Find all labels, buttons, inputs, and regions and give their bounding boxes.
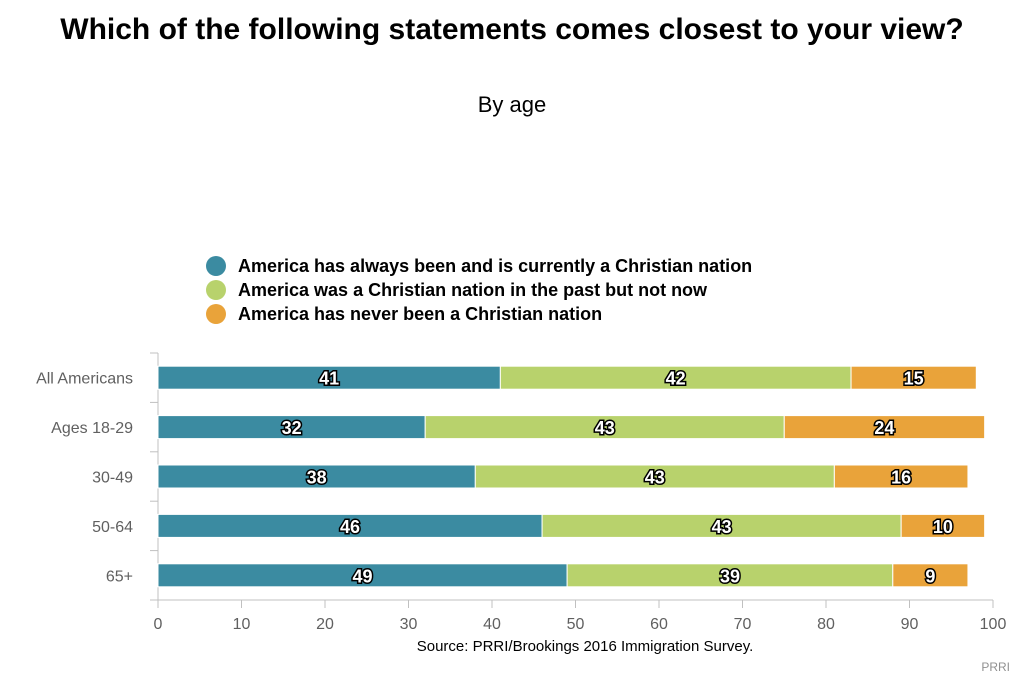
- legend: America has always been and is currently…: [206, 254, 752, 326]
- credit-label: PRRI: [981, 660, 1010, 674]
- data-label: 46: [340, 517, 360, 537]
- data-label: 38: [307, 468, 327, 488]
- data-label: 49: [353, 566, 373, 586]
- bar-segment[interactable]: [833, 464, 969, 489]
- data-label: 32: [282, 418, 302, 438]
- data-label: 9: [925, 566, 935, 586]
- bar-segment[interactable]: [892, 563, 969, 588]
- chart-subtitle: By age: [477, 92, 547, 117]
- x-tick-label: 90: [901, 616, 919, 633]
- category-label: 50-64: [92, 519, 133, 536]
- data-label: 43: [645, 468, 665, 488]
- x-tick-label: 20: [316, 616, 334, 633]
- bar-segment[interactable]: [783, 415, 986, 440]
- chart-title: Which of the following statements comes …: [60, 13, 964, 46]
- data-label: 43: [712, 517, 732, 537]
- legend-swatch-never: [206, 304, 226, 324]
- x-tick-label: 10: [233, 616, 251, 633]
- x-tick-label: 100: [980, 616, 1007, 633]
- data-label: 15: [904, 369, 924, 389]
- data-label: 39: [720, 566, 740, 586]
- data-label: 24: [874, 418, 894, 438]
- legend-label-never: America has never been a Christian natio…: [238, 303, 603, 324]
- category-label: 65+: [106, 568, 133, 585]
- category-label: All Americans: [36, 371, 133, 388]
- x-tick-label: 50: [567, 616, 585, 633]
- data-label: 10: [933, 517, 953, 537]
- bar-segment[interactable]: [850, 365, 977, 390]
- category-label: Ages 18-29: [51, 420, 133, 437]
- legend-swatch-past: [206, 280, 226, 300]
- source-note: Source: PRRI/Brookings 2016 Immigration …: [416, 638, 754, 655]
- x-tick-label: 40: [483, 616, 501, 633]
- x-tick-label: 70: [734, 616, 752, 633]
- legend-swatch-always: [206, 256, 226, 276]
- data-label: 16: [891, 468, 911, 488]
- legend-item-never[interactable]: America has never been a Christian natio…: [206, 302, 752, 326]
- legend-label-past: America was a Christian nation in the pa…: [238, 279, 708, 300]
- legend-item-always[interactable]: America has always been and is currently…: [206, 254, 752, 278]
- data-label: 42: [666, 369, 686, 389]
- data-label: 43: [595, 418, 615, 438]
- legend-label-always: America has always been and is currently…: [238, 255, 753, 276]
- x-tick-label: 0: [154, 616, 163, 633]
- x-tick-label: 60: [650, 616, 668, 633]
- x-tick-label: 30: [400, 616, 418, 633]
- legend-item-past[interactable]: America was a Christian nation in the pa…: [206, 278, 752, 302]
- category-label: 30-49: [92, 470, 133, 487]
- x-tick-label: 80: [817, 616, 835, 633]
- bar-segment[interactable]: [900, 513, 986, 538]
- data-label: 41: [319, 369, 339, 389]
